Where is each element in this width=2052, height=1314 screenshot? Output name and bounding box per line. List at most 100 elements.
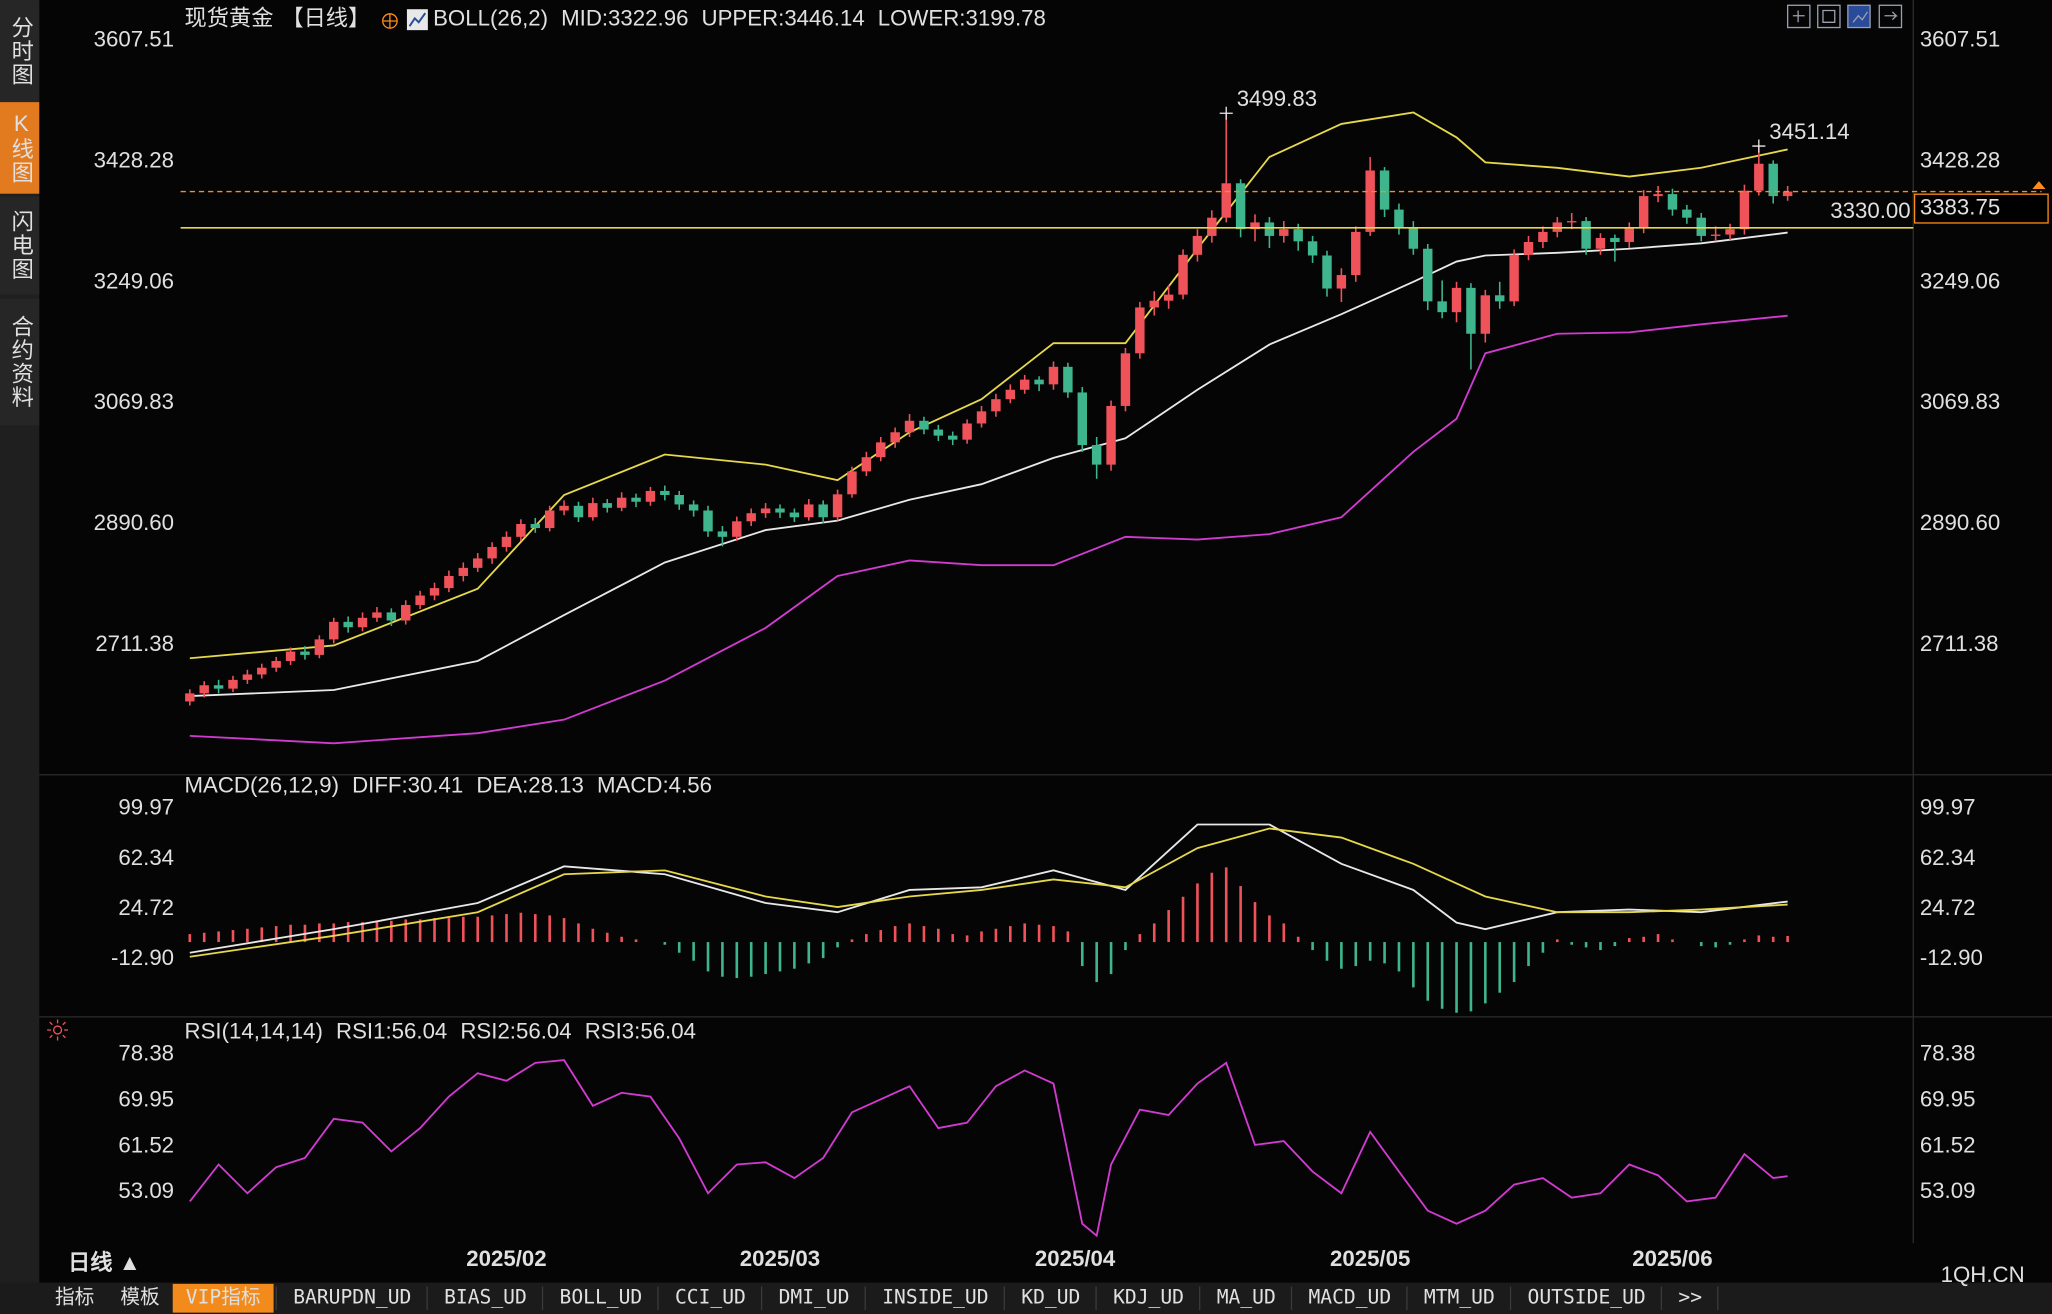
sidebar-item[interactable]: 闪电图 bbox=[9, 210, 34, 281]
candle-body bbox=[329, 621, 339, 640]
candle-body bbox=[1048, 366, 1059, 385]
candle-body bbox=[861, 457, 872, 472]
y-tick-label: 62.34 bbox=[1920, 845, 1976, 870]
candle-body bbox=[1149, 300, 1159, 308]
tab[interactable]: KDJ_UD bbox=[1113, 1286, 1184, 1309]
candle-body bbox=[1523, 241, 1534, 255]
candle-body bbox=[732, 521, 742, 537]
candle-body bbox=[1451, 287, 1462, 313]
candle-body bbox=[1005, 389, 1016, 400]
candle-body bbox=[1566, 221, 1577, 223]
tab[interactable]: MA_UD bbox=[1217, 1286, 1276, 1309]
x-tick-label: 2025/03 bbox=[740, 1246, 820, 1271]
candle-body bbox=[1250, 222, 1260, 230]
candle-body bbox=[1754, 163, 1764, 191]
x-tick-label: 2025/04 bbox=[1035, 1246, 1116, 1271]
legend-entry: DIFF:30.41 bbox=[352, 772, 463, 797]
candle-body bbox=[1509, 254, 1519, 302]
icon bbox=[408, 12, 427, 27]
candle-body bbox=[228, 679, 238, 689]
tab[interactable]: OUTSIDE_UD bbox=[1528, 1286, 1646, 1309]
candle-body bbox=[285, 651, 296, 661]
sidebar-item[interactable]: 合约资料 bbox=[9, 314, 34, 409]
tab[interactable]: 指标 bbox=[55, 1286, 94, 1309]
candle-body bbox=[1235, 183, 1246, 230]
candle-body bbox=[1163, 294, 1174, 301]
candle-body bbox=[1307, 241, 1318, 256]
candle-body bbox=[760, 508, 771, 514]
candle-body bbox=[847, 471, 857, 495]
tab[interactable]: >> bbox=[1678, 1286, 1702, 1309]
icon[interactable] bbox=[1878, 4, 1903, 29]
tab-active bbox=[172, 1283, 274, 1313]
tab[interactable]: BIAS_UD bbox=[444, 1286, 527, 1309]
y-tick-label: 61.52 bbox=[118, 1132, 174, 1157]
y-tick-label: 3428.28 bbox=[94, 147, 174, 172]
tab[interactable]: VIP指标 bbox=[186, 1286, 261, 1309]
legend-entry: RSI3:56.04 bbox=[585, 1018, 696, 1043]
timeframe[interactable]: 日线 ▲ bbox=[68, 1249, 141, 1275]
indicator-line bbox=[189, 111, 1788, 660]
candle-body bbox=[588, 503, 598, 518]
candle-body bbox=[1351, 231, 1361, 276]
indicator-line bbox=[189, 827, 1788, 958]
candle-body bbox=[501, 536, 512, 547]
candle-body bbox=[1178, 254, 1188, 295]
y-tick-label: -12.90 bbox=[1920, 945, 1983, 970]
y-tick-label: 24.72 bbox=[118, 895, 174, 920]
tab[interactable]: DMI_UD bbox=[779, 1286, 850, 1309]
y-tick-label: 3607.51 bbox=[94, 26, 174, 51]
candle-body bbox=[1610, 237, 1620, 242]
candle-body bbox=[1293, 229, 1303, 242]
y-tick-label: 99.97 bbox=[118, 795, 174, 820]
candle-body bbox=[1725, 229, 1735, 235]
legend-entry: DEA:28.13 bbox=[476, 772, 584, 797]
indicator-name: BOLL(26,2) bbox=[433, 6, 548, 31]
icon[interactable] bbox=[1817, 4, 1841, 29]
window-icons bbox=[1786, 4, 1903, 29]
candle-body bbox=[530, 524, 540, 529]
tab[interactable]: BOLL_UD bbox=[560, 1286, 643, 1309]
last-price-arrow bbox=[2032, 181, 2046, 189]
sidebar-item-bg bbox=[0, 298, 40, 426]
y-tick-label: 3069.83 bbox=[94, 389, 174, 414]
candle-body bbox=[1336, 275, 1347, 289]
y-tick-label: 69.95 bbox=[118, 1087, 174, 1112]
candle-body bbox=[401, 604, 411, 621]
tab[interactable]: BARUPDN_UD bbox=[293, 1286, 411, 1309]
candle-body bbox=[1538, 231, 1548, 242]
sidebar-item[interactable]: 分时图 bbox=[9, 15, 34, 86]
icon bbox=[382, 13, 398, 29]
tab[interactable]: INSIDE_UD bbox=[882, 1286, 988, 1309]
candle-body bbox=[444, 575, 454, 589]
period: 【日线】 bbox=[281, 6, 370, 31]
candle-body bbox=[818, 504, 828, 518]
sidebar-active bbox=[0, 102, 40, 194]
candle-body bbox=[1782, 191, 1793, 197]
tab[interactable]: MTM_UD bbox=[1424, 1286, 1495, 1309]
candle-body bbox=[1710, 234, 1721, 236]
candle-body bbox=[1264, 222, 1275, 236]
candle-body bbox=[372, 612, 382, 618]
candle-body bbox=[804, 504, 814, 518]
high-marker bbox=[1219, 106, 1233, 120]
candle-body bbox=[1653, 194, 1663, 197]
icon[interactable] bbox=[1786, 4, 1811, 29]
tab[interactable]: KD_UD bbox=[1021, 1286, 1080, 1309]
tab[interactable]: 模板 bbox=[120, 1286, 159, 1309]
tab[interactable]: CCI_UD bbox=[675, 1286, 746, 1309]
sidebar-item[interactable]: K线图 bbox=[9, 111, 34, 184]
y-tick-label: 61.52 bbox=[1920, 1132, 1976, 1157]
candle-body bbox=[717, 531, 728, 537]
y-tick-label: 2711.38 bbox=[95, 631, 174, 656]
tab[interactable]: MACD_UD bbox=[1308, 1286, 1391, 1309]
legend-entry: MID:3322.96 bbox=[561, 6, 688, 31]
y-tick-label: 2890.60 bbox=[1920, 510, 2000, 535]
candle-body bbox=[213, 685, 224, 689]
tab-bar bbox=[0, 1282, 2052, 1314]
icon bbox=[383, 14, 397, 28]
y-tick-label: 24.72 bbox=[1920, 895, 1976, 920]
candle-body bbox=[415, 595, 425, 605]
candle-body bbox=[185, 693, 195, 702]
